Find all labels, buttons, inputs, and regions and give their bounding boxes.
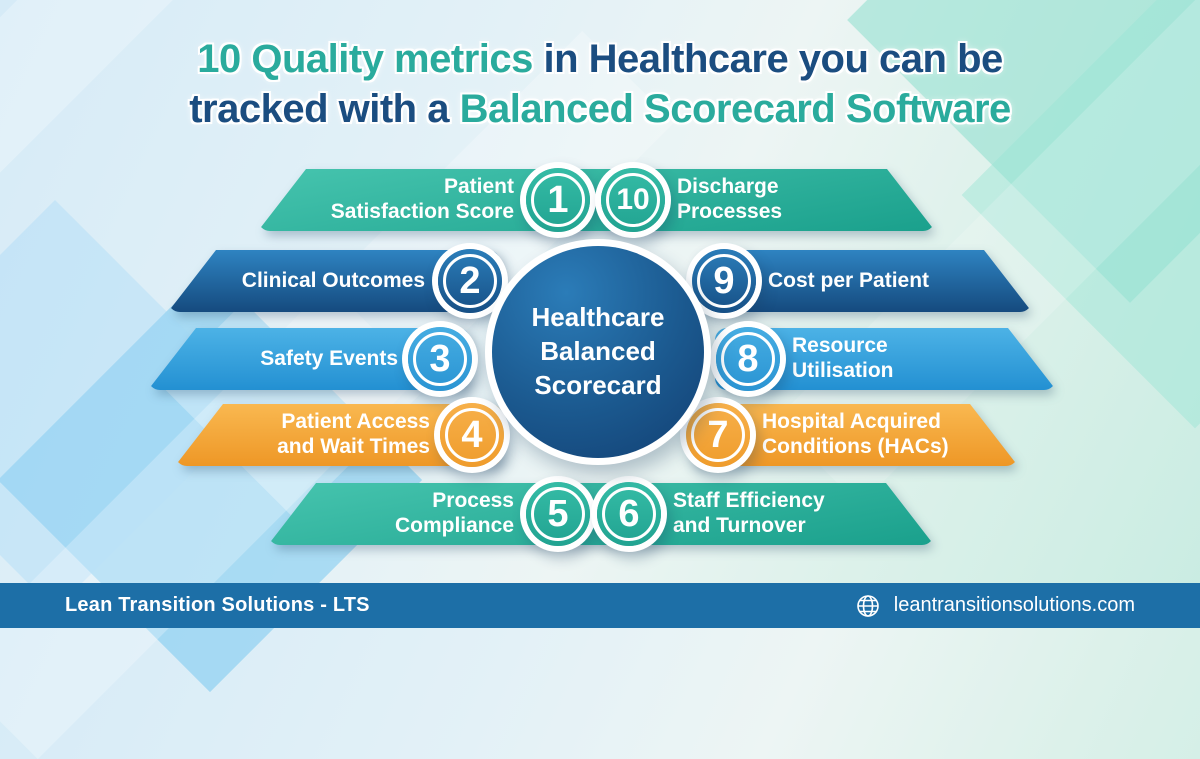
footer-bar: Lean Transition Solutions - LTS leantran… xyxy=(0,583,1200,628)
circle-ring xyxy=(606,173,660,227)
metric-banner-9: Cost per Patient xyxy=(695,250,1032,312)
infographic: { "title": { "line1_highlight": "10 Qual… xyxy=(0,0,1200,693)
metric-label-7: Hospital Acquired Conditions (HACs) xyxy=(762,410,949,458)
metric-label-8: Resource Utilisation xyxy=(792,334,894,382)
circle-ring xyxy=(531,487,585,541)
metric-number-6: 6 xyxy=(597,482,661,546)
circle-ring xyxy=(413,332,467,386)
page-title: 10 Quality metrics in Healthcare you can… xyxy=(0,34,1200,135)
globe-icon xyxy=(856,594,879,617)
metric-number-9: 9 xyxy=(692,249,756,313)
circle-ring xyxy=(602,487,656,541)
metric-number-5: 5 xyxy=(526,482,590,546)
metric-label-5: Process Compliance xyxy=(394,489,514,537)
title-line-1: 10 Quality metrics in Healthcare you can… xyxy=(197,37,1003,81)
metric-number-2: 2 xyxy=(438,249,502,313)
circle-ring xyxy=(443,254,497,308)
title-line-2: tracked with a Balanced Scorecard Softwa… xyxy=(189,87,1011,132)
metric-label-2: Clinical Outcomes xyxy=(241,268,425,292)
metric-label-3: Safety Events xyxy=(260,346,398,370)
circle-ring xyxy=(531,173,585,227)
metric-label-6: Staff Efficiency and Turnover xyxy=(673,489,825,537)
metric-number-8: 8 xyxy=(716,327,780,391)
website-url[interactable]: leantransitionsolutions.com xyxy=(893,594,1135,616)
center-circle-label: Healthcare Balanced Scorecard xyxy=(492,246,704,458)
metric-number-10: 10 xyxy=(601,168,665,232)
banner-shape xyxy=(258,169,935,231)
center-circle: Healthcare Balanced Scorecard xyxy=(485,239,711,465)
metric-number-4: 4 xyxy=(440,403,504,467)
circle-ring xyxy=(697,254,751,308)
website-link[interactable]: leantransitionsolutions.com xyxy=(856,594,1135,618)
circle-ring xyxy=(721,332,775,386)
circle-ring xyxy=(445,408,499,462)
brand-name: Lean Transition Solutions - LTS xyxy=(65,594,370,616)
metric-number-3: 3 xyxy=(408,327,472,391)
metric-number-1: 1 xyxy=(526,168,590,232)
circle-ring xyxy=(691,408,745,462)
metric-number-7: 7 xyxy=(686,403,750,467)
metric-label-9: Cost per Patient xyxy=(768,268,930,292)
metric-label-1: Patient Satisfaction Score xyxy=(330,175,514,223)
metric-label-10: Discharge Processes xyxy=(677,175,783,223)
metric-banner-1-and-10: Patient Satisfaction Score Discharge Proce… xyxy=(258,169,935,231)
metric-label-4: Patient Access and Wait Times xyxy=(277,410,430,458)
